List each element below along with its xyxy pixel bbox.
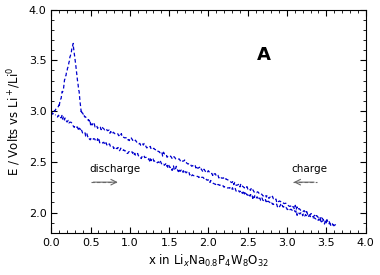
- X-axis label: x in Li$_x$Na$_{0.8}$P$_4$W$_8$O$_{32}$: x in Li$_x$Na$_{0.8}$P$_4$W$_8$O$_{32}$: [148, 253, 269, 270]
- Text: A: A: [256, 46, 271, 64]
- Y-axis label: E / Volts vs Li$^+$/Li$^0$: E / Volts vs Li$^+$/Li$^0$: [6, 67, 23, 176]
- Text: charge: charge: [291, 164, 327, 174]
- Text: discharge: discharge: [89, 164, 140, 174]
